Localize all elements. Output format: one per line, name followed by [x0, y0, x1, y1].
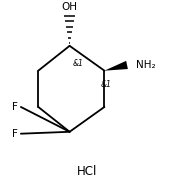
Text: NH₂: NH₂: [136, 60, 155, 70]
Text: HCl: HCl: [77, 165, 97, 178]
Text: OH: OH: [62, 2, 78, 12]
Text: F: F: [11, 102, 17, 112]
Text: F: F: [11, 129, 17, 139]
Polygon shape: [104, 61, 128, 71]
Text: &1: &1: [73, 59, 84, 68]
Text: &1: &1: [101, 80, 112, 89]
